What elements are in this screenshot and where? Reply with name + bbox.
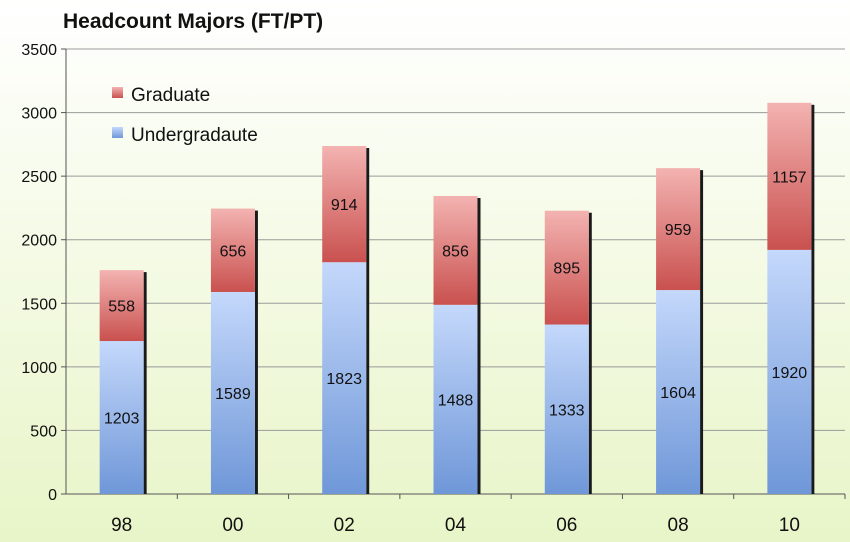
bar-undergraduate (767, 249, 812, 494)
bar-graduate (544, 210, 589, 325)
y-tick-label: 1000 (21, 360, 57, 377)
legend-swatch-undergraduate (112, 127, 123, 138)
bar-graduate (99, 270, 144, 342)
x-tick-label: 04 (445, 515, 467, 536)
bar-graduate (656, 168, 701, 291)
legend-label-undergraduate: Undergradaute (131, 125, 258, 146)
y-tick-label: 3000 (21, 106, 57, 123)
bar-shadow (254, 210, 258, 495)
legend-label-graduate: Graduate (131, 85, 210, 106)
data-label-graduate: 856 (442, 243, 469, 260)
bar-shadow (700, 170, 704, 494)
x-tick-label: 02 (334, 515, 355, 536)
bar-undergraduate (433, 304, 478, 494)
data-label-graduate: 959 (665, 222, 692, 239)
data-label-undergraduate: 1920 (772, 365, 808, 382)
data-label-undergraduate: 1589 (215, 386, 251, 403)
x-tick-label: 10 (779, 515, 800, 536)
bars: 1203 558 1589 656 1823 914 1488 856 1333 895 1604 9… (99, 102, 815, 495)
chart-title: Headcount Majors (FT/PT) (63, 10, 323, 33)
y-tick-label: 0 (48, 487, 57, 504)
bar-undergraduate (99, 341, 144, 494)
bar-shadow (811, 104, 815, 494)
bar-undergraduate (322, 262, 367, 494)
legend: Graduate Undergradaute (112, 85, 258, 146)
x-tick-label: 00 (222, 515, 243, 536)
bar-undergraduate (544, 324, 589, 494)
data-label-graduate: 558 (108, 299, 135, 316)
x-tick-label: 06 (556, 515, 577, 536)
bar-undergraduate (210, 291, 255, 494)
bar-graduate (322, 146, 367, 263)
y-tick-label: 3500 (21, 42, 57, 59)
bar-shadow (143, 272, 147, 494)
data-label-undergraduate: 1604 (660, 385, 696, 402)
bar-shadow (477, 197, 481, 494)
data-label-undergraduate: 1823 (326, 371, 362, 388)
y-axis-ticks: 0 500 1000 1500 2000 2500 3000 3500 (21, 42, 66, 504)
x-tick-label: 08 (668, 515, 689, 536)
bar-shadow (588, 212, 592, 494)
data-label-undergraduate: 1203 (104, 411, 140, 428)
bar-undergraduate (656, 290, 701, 494)
y-tick-label: 2500 (21, 169, 57, 186)
data-label-undergraduate: 1488 (438, 392, 474, 409)
y-tick-label: 2000 (21, 233, 57, 250)
data-label-graduate: 656 (220, 243, 247, 260)
y-tick-label: 1500 (21, 296, 57, 313)
legend-swatch-graduate (112, 87, 123, 98)
bar-graduate (433, 195, 478, 305)
x-axis-ticks: 98 00 02 04 06 08 10 (111, 494, 846, 536)
data-label-graduate: 914 (331, 197, 358, 214)
y-tick-label: 500 (30, 423, 57, 440)
x-tick-label: 98 (111, 515, 132, 536)
bar-shadow (366, 148, 370, 494)
data-label-graduate: 895 (553, 261, 580, 278)
data-label-undergraduate: 1333 (549, 402, 585, 419)
bar-graduate (210, 208, 255, 292)
data-label-graduate: 1157 (772, 169, 807, 186)
bar-graduate (767, 102, 812, 250)
